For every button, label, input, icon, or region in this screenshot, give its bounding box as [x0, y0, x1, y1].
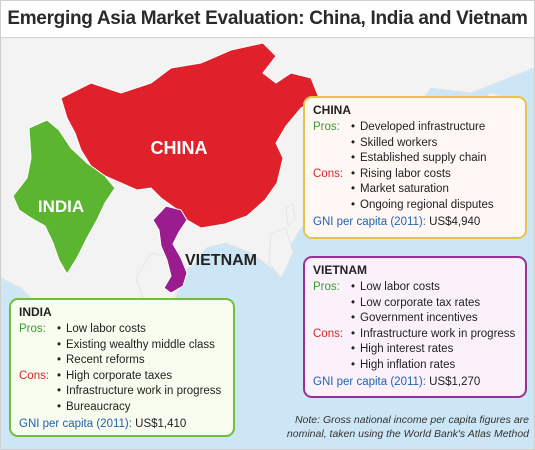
vietnam-pro-item: Low corporate tax rates: [360, 296, 481, 309]
list-item: • Skilled workers: [313, 136, 517, 152]
vietnam-gni: GNI per capita (2011): US$1,270: [313, 375, 517, 390]
bullet-icon: •: [57, 323, 62, 335]
china-panel-header: CHINA: [313, 103, 351, 117]
list-item: • High interest rates: [313, 342, 517, 358]
list-item: Pros: • Low labor costs: [313, 280, 517, 296]
list-item: • Market saturation: [313, 182, 517, 198]
cons-label: Cons:: [313, 167, 344, 180]
china-gni: GNI per capita (2011): US$4,940: [313, 215, 517, 230]
vietnam-con-item: Infrastructure work in progress: [360, 327, 516, 340]
vietnam-region: [152, 205, 188, 294]
bullet-icon: •: [351, 198, 356, 211]
cons-label: Cons:: [19, 369, 50, 382]
footnote: Note: Gross national income per capita f…: [286, 414, 529, 440]
gni-label: GNI per capita (2011):: [19, 418, 132, 430]
list-item: • Bureaucracy: [19, 400, 225, 416]
gni-label: GNI per capita (2011):: [313, 216, 426, 228]
map-label-india: INDIA: [38, 197, 84, 216]
bullet-icon: •: [351, 312, 356, 324]
bullet-icon: •: [351, 296, 356, 309]
china-region: [60, 42, 320, 229]
pros-label: Pros:: [313, 121, 340, 133]
list-item: • Recent reforms: [19, 353, 225, 369]
bullet-icon: •: [57, 385, 62, 397]
india-pro-item: Recent reforms: [66, 354, 145, 366]
bullet-icon: •: [351, 281, 356, 293]
bullet-icon: •: [351, 183, 356, 195]
gni-value: US$1,270: [429, 376, 481, 388]
gni-label: GNI per capita (2011):: [313, 376, 426, 388]
list-item: Cons: • Infrastructure work in progress: [313, 327, 517, 343]
list-item: • Existing wealthy middle class: [19, 338, 225, 354]
list-item: • Infrastructure work in progress: [19, 384, 225, 400]
china-con-item: Rising labor costs: [360, 167, 451, 180]
bullet-icon: •: [57, 354, 62, 366]
vietnam-pro-item: Low labor costs: [360, 281, 440, 293]
list-item: • High inflation rates: [313, 358, 517, 374]
vietnam-panel: VIETNAM Pros: • Low labor costs • Low co…: [303, 256, 527, 398]
gni-value: US$4,940: [429, 216, 481, 228]
gni-value: US$1,410: [135, 418, 187, 430]
india-con-item: High corporate taxes: [66, 369, 173, 382]
india-pro-item: Low labor costs: [66, 323, 146, 335]
bullet-icon: •: [57, 369, 62, 382]
bullet-icon: •: [351, 358, 356, 371]
china-con-item: Ongoing regional disputes: [360, 198, 494, 211]
map-label-vietnam: VIETNAM: [185, 252, 257, 269]
cons-label: Cons:: [313, 327, 344, 340]
india-panel: INDIA Pros: • Low labor costs • Existing…: [9, 298, 235, 437]
page-title: Emerging Asia Market Evaluation: China, …: [1, 1, 534, 38]
china-pro-item: Developed infrastructure: [360, 121, 486, 133]
list-item: • Government incentives: [313, 311, 517, 327]
list-item: • Ongoing regional disputes: [313, 198, 517, 214]
vietnam-con-item: High inflation rates: [360, 358, 456, 371]
taiwan-island: [285, 203, 296, 227]
india-gni: GNI per capita (2011): US$1,410: [19, 417, 225, 432]
bullet-icon: •: [57, 400, 62, 413]
india-region: [12, 119, 116, 275]
map-label-china: CHINA: [151, 138, 208, 158]
india-con-item: Infrastructure work in progress: [66, 385, 222, 397]
bullet-icon: •: [351, 136, 356, 149]
china-pro-item: Established supply chain: [360, 152, 487, 164]
bullet-icon: •: [351, 327, 356, 340]
pros-label: Pros:: [313, 281, 340, 293]
bullet-icon: •: [351, 121, 356, 133]
india-con-item: Bureaucracy: [66, 400, 131, 413]
china-con-item: Market saturation: [360, 183, 449, 195]
list-item: Pros: • Developed infrastructure: [313, 120, 517, 136]
india-panel-header: INDIA: [19, 305, 52, 319]
india-pro-item: Existing wealthy middle class: [66, 338, 215, 351]
philippines-island: [268, 227, 294, 279]
list-item: Cons: • High corporate taxes: [19, 369, 225, 385]
vietnam-panel-header: VIETNAM: [313, 263, 367, 277]
list-item: Cons: • Rising labor costs: [313, 167, 517, 183]
vietnam-con-item: High interest rates: [360, 343, 454, 355]
bullet-icon: •: [351, 343, 356, 355]
list-item: Pros: • Low labor costs: [19, 322, 225, 338]
bullet-icon: •: [351, 167, 356, 180]
china-panel: CHINA Pros: • Developed infrastructure •…: [303, 96, 527, 239]
bullet-icon: •: [351, 152, 356, 164]
china-pro-item: Skilled workers: [360, 136, 438, 149]
pros-label: Pros:: [19, 323, 46, 335]
list-item: • Low corporate tax rates: [313, 296, 517, 312]
bullet-icon: •: [57, 338, 62, 351]
vietnam-pro-item: Government incentives: [360, 312, 478, 324]
list-item: • Established supply chain: [313, 151, 517, 167]
